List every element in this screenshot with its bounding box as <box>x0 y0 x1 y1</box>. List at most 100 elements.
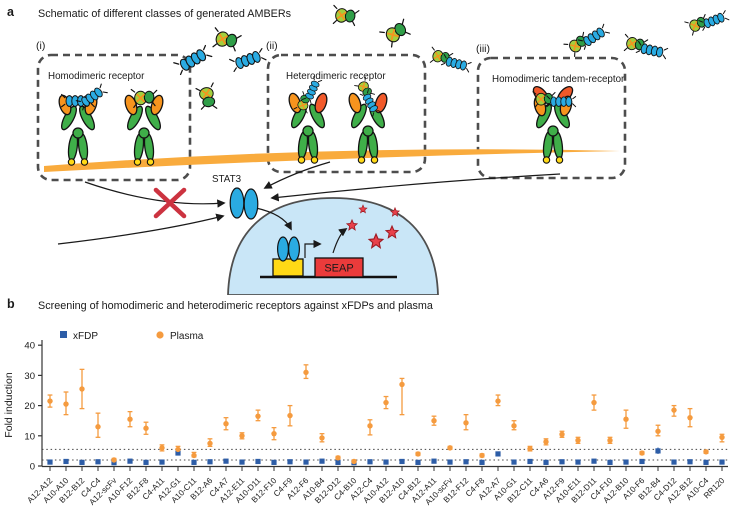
plasma-point <box>719 434 725 441</box>
xfdp-point <box>591 458 597 464</box>
xfdp-point <box>239 459 245 465</box>
plasma-point <box>287 412 293 419</box>
xfdp-point <box>415 459 421 465</box>
xfdp-point <box>191 459 197 465</box>
plasma-point <box>175 446 181 453</box>
plasma-point <box>303 369 309 376</box>
stat3-dimer <box>229 187 259 220</box>
xfdp-point <box>687 459 693 465</box>
legend-xfdp-label: xFDP <box>73 331 98 342</box>
xfdp-point <box>575 459 581 465</box>
arrow-box3-to-stat3 <box>270 173 561 202</box>
class-ii-numeral: (ii) <box>266 40 278 52</box>
xfdp-point <box>303 459 309 465</box>
xfdp-point <box>47 459 53 465</box>
panel-b-letter: b <box>7 297 15 311</box>
plasma-point <box>367 423 373 429</box>
cell-membrane <box>44 149 620 172</box>
class-iii-numeral: (iii) <box>476 43 490 55</box>
xfdp-point <box>127 458 133 464</box>
class-i-numeral: (i) <box>36 40 45 52</box>
promoter-box <box>272 258 304 277</box>
xfdp-point <box>367 459 373 465</box>
legend-plasma-marker <box>156 331 164 339</box>
xfdp-point <box>111 460 117 466</box>
plasma-point <box>623 416 629 422</box>
plasma-point <box>191 452 197 459</box>
plasma-point <box>655 428 661 434</box>
plasma-point <box>687 414 693 421</box>
xfdp-point <box>639 458 645 465</box>
xfdp-point <box>479 459 485 465</box>
panel-b-title: Screening of homodimeric and heterodimer… <box>38 300 433 312</box>
transcription-arrow <box>304 239 322 258</box>
stat3-label: STAT3 <box>212 174 242 185</box>
xfdp-point <box>463 459 469 465</box>
tandem-ligand-icon <box>428 47 472 72</box>
plasma-point <box>255 413 261 419</box>
xfdp-point <box>63 458 69 465</box>
homodimeric-receptor-1 <box>58 93 98 166</box>
plasma-point <box>223 421 229 427</box>
arrow-stat3-to-nucleus <box>255 207 292 231</box>
arrow-left-to-stat3 <box>57 213 225 245</box>
plasma-point <box>591 399 597 406</box>
xfdp-point <box>511 459 517 465</box>
plasma-point <box>207 440 213 447</box>
y-tick-label: 10 <box>24 431 35 442</box>
plasma-point <box>527 446 533 452</box>
plasma-point <box>495 398 501 404</box>
plasma-point <box>127 416 133 422</box>
plasma-point <box>95 424 101 430</box>
class-ii-label: Heterodimeric receptor <box>286 71 386 82</box>
stat3-dimer-bound <box>277 236 301 262</box>
xfdp-point <box>703 459 709 465</box>
xfdp-point <box>623 459 629 465</box>
heterodimeric-receptor-1 <box>288 75 328 164</box>
xfdp-point <box>383 459 389 465</box>
homodimeric-receptor-2 <box>124 88 164 166</box>
xfdp-point <box>447 459 453 465</box>
xfdp-point <box>431 458 437 464</box>
xfdp-point <box>79 459 85 465</box>
panel-a-schematic: a Schematic of different classes of gene… <box>7 4 733 295</box>
plasma-ligand-icon <box>329 4 360 29</box>
xfdp-point <box>271 459 277 465</box>
plasma-point <box>335 455 341 461</box>
plasma-point <box>351 458 357 465</box>
xfdp-point <box>495 451 501 457</box>
class-box-homodimeric <box>36 53 192 182</box>
panel-b-chart: b Screening of homodimeric and heterodim… <box>3 297 728 507</box>
xfdp-point <box>159 459 165 465</box>
plasma-point <box>159 445 165 451</box>
plasma-point <box>271 430 277 437</box>
panel-a-title: Schematic of different classes of genera… <box>38 8 292 20</box>
plasma-ligand-icon <box>194 82 219 113</box>
y-tick-label: 20 <box>24 401 35 412</box>
xfdp-point <box>527 458 533 465</box>
xfdp-point <box>543 459 549 465</box>
xfdp-point <box>95 459 101 465</box>
xfdp-point <box>223 458 229 464</box>
arrow-box1-to-stat3 <box>84 181 226 208</box>
xfdp-point <box>335 459 341 465</box>
arrow-seap-to-protein <box>332 228 348 254</box>
tandem-receptor <box>532 85 576 164</box>
plasma-ligand-icon <box>209 26 243 54</box>
y-tick-label: 30 <box>24 371 35 382</box>
xfdp-point <box>559 459 565 465</box>
xfdp-point <box>671 459 677 465</box>
plasma-point <box>543 439 549 445</box>
plasma-point <box>431 418 437 424</box>
plasma-point <box>383 399 389 406</box>
plasma-point <box>111 457 117 463</box>
plasma-point <box>319 435 325 441</box>
plasma-point <box>239 433 245 439</box>
plasma-point <box>671 407 677 413</box>
plasma-point <box>47 398 53 404</box>
plasma-point <box>463 420 469 426</box>
plasma-point <box>559 431 565 437</box>
plasma-point <box>79 386 85 392</box>
seap-gene-box <box>314 257 364 278</box>
plasma-point <box>511 423 517 429</box>
